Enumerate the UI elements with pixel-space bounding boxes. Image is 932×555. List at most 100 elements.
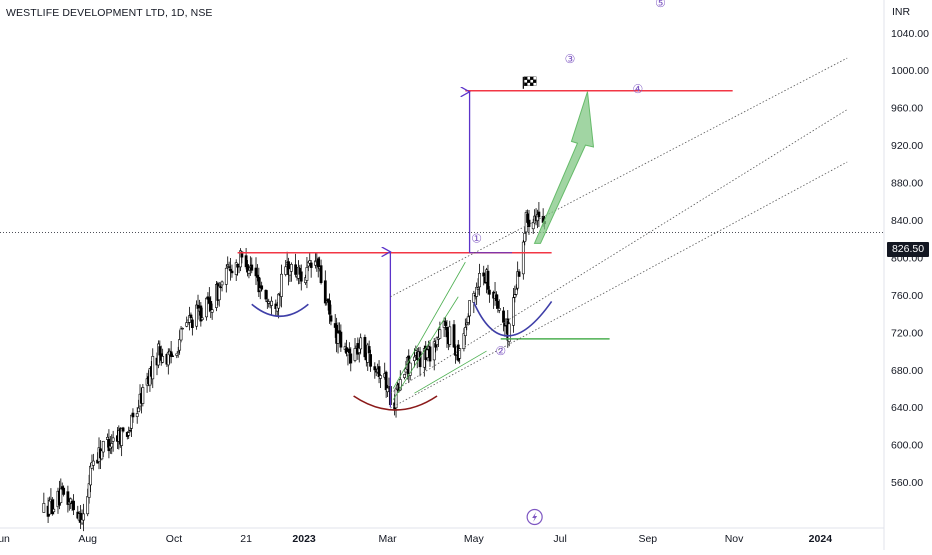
candle-bull: [468, 300, 471, 317]
candle-bear: [229, 268, 232, 272]
candle-bull: [458, 348, 462, 359]
candle-bull: [120, 428, 124, 446]
trend-line[interactable]: [392, 261, 466, 389]
candle-bear: [373, 366, 377, 371]
candle-bull: [82, 513, 85, 521]
candle-bull: [111, 437, 115, 442]
lightning-icon[interactable]: [526, 508, 543, 526]
flag-square: [530, 82, 534, 86]
candle-bull: [386, 387, 389, 393]
candle-bear: [347, 348, 351, 354]
candle-bull: [135, 413, 139, 417]
y-tick-label: 880.00: [891, 178, 923, 190]
candle-bear: [316, 258, 320, 268]
candle-bear: [377, 366, 381, 378]
candle-bull: [89, 465, 92, 486]
candles-layer: [42, 202, 546, 532]
step-marker[interactable]: ②: [495, 344, 506, 358]
candle-bear: [189, 314, 193, 319]
flag-square: [530, 79, 534, 83]
candle-bull: [127, 432, 131, 436]
candle-bear: [367, 346, 371, 354]
candle-bull: [336, 332, 340, 344]
candle-bear: [495, 294, 498, 302]
candle-bull: [247, 270, 251, 274]
candle-bull: [531, 222, 535, 230]
drawings-layer[interactable]: ① ② ③ ④ ⑤: [237, 0, 848, 526]
chart-title: WESTLIFE DEVELOPMENT LTD, 1D, NSE: [6, 7, 213, 19]
candle-bear: [428, 346, 432, 362]
step-marker[interactable]: ④: [633, 82, 644, 96]
candle-bear: [131, 412, 135, 418]
candle-bear: [482, 272, 486, 277]
candle-bull: [448, 326, 452, 345]
candle-bull: [178, 339, 182, 351]
y-tick-label: 1040.00: [891, 28, 929, 40]
flag-square: [533, 82, 537, 86]
x-tick-label: Jul: [553, 533, 566, 545]
candle-bull: [521, 241, 525, 275]
candle-bear: [72, 500, 75, 511]
candle-bear: [250, 264, 254, 271]
candle-bear: [309, 262, 313, 268]
candle-bull: [175, 353, 179, 356]
candle-bear: [329, 315, 333, 322]
y-tick-label: 560.00: [891, 477, 923, 489]
y-tick-label: 1000.00: [891, 65, 929, 77]
channel-line[interactable]: [390, 161, 848, 409]
step-marker[interactable]: ⑤: [655, 0, 666, 10]
candle-bear: [369, 354, 372, 367]
y-tick-label: 840.00: [891, 215, 923, 227]
candle-bull: [413, 356, 416, 362]
candle-bear: [230, 270, 234, 274]
right-shoulder-curve[interactable]: [473, 300, 553, 337]
flag-square: [524, 82, 528, 86]
candle-bull: [220, 281, 224, 286]
candle-bull: [305, 267, 309, 281]
candle-bull: [497, 308, 501, 311]
candle-bull: [513, 294, 517, 298]
candle-bull: [226, 264, 230, 267]
checkered-flag-icon[interactable]: [522, 76, 537, 89]
candle-bull: [465, 322, 469, 325]
step-marker[interactable]: ①: [471, 232, 482, 246]
x-tick-label: Sep: [638, 533, 657, 545]
candle-bear: [339, 331, 343, 348]
candle-bear: [487, 289, 491, 295]
candle-bear: [328, 300, 331, 315]
trend-line[interactable]: [392, 296, 459, 400]
candle-bull: [466, 316, 470, 323]
candle-bull: [403, 374, 406, 378]
candle-bull: [476, 287, 480, 290]
channel-line[interactable]: [390, 109, 848, 394]
x-tick-label: May: [464, 533, 485, 545]
y-tick-label: 960.00: [891, 103, 923, 115]
candle-bull: [176, 351, 180, 353]
last-price-tag: 826.50: [887, 242, 929, 257]
head-curve[interactable]: [353, 395, 438, 411]
left-shoulder-curve[interactable]: [251, 303, 309, 317]
candle-bear: [121, 427, 125, 432]
candle-bear: [349, 353, 353, 364]
flag-square: [527, 82, 531, 86]
candle-bull: [137, 407, 141, 413]
flag-square: [524, 79, 528, 83]
forecast-arrow[interactable]: [533, 91, 595, 244]
candle-bull: [86, 496, 90, 515]
candle-bear: [260, 285, 264, 290]
channel-line[interactable]: [390, 57, 848, 298]
candle-bear: [323, 280, 327, 304]
candle-bear: [502, 310, 505, 323]
candle-bull: [523, 232, 527, 242]
candle-bear: [496, 301, 500, 309]
candle-bull: [42, 503, 46, 513]
x-tick-label: 21: [240, 533, 252, 545]
candle-bull: [472, 293, 476, 303]
y-tick-label: 640.00: [891, 402, 923, 414]
trend-line[interactable]: [414, 350, 487, 394]
candle-bull: [516, 271, 520, 289]
step-marker[interactable]: ③: [565, 52, 576, 66]
x-tick-label: Mar: [378, 533, 397, 545]
